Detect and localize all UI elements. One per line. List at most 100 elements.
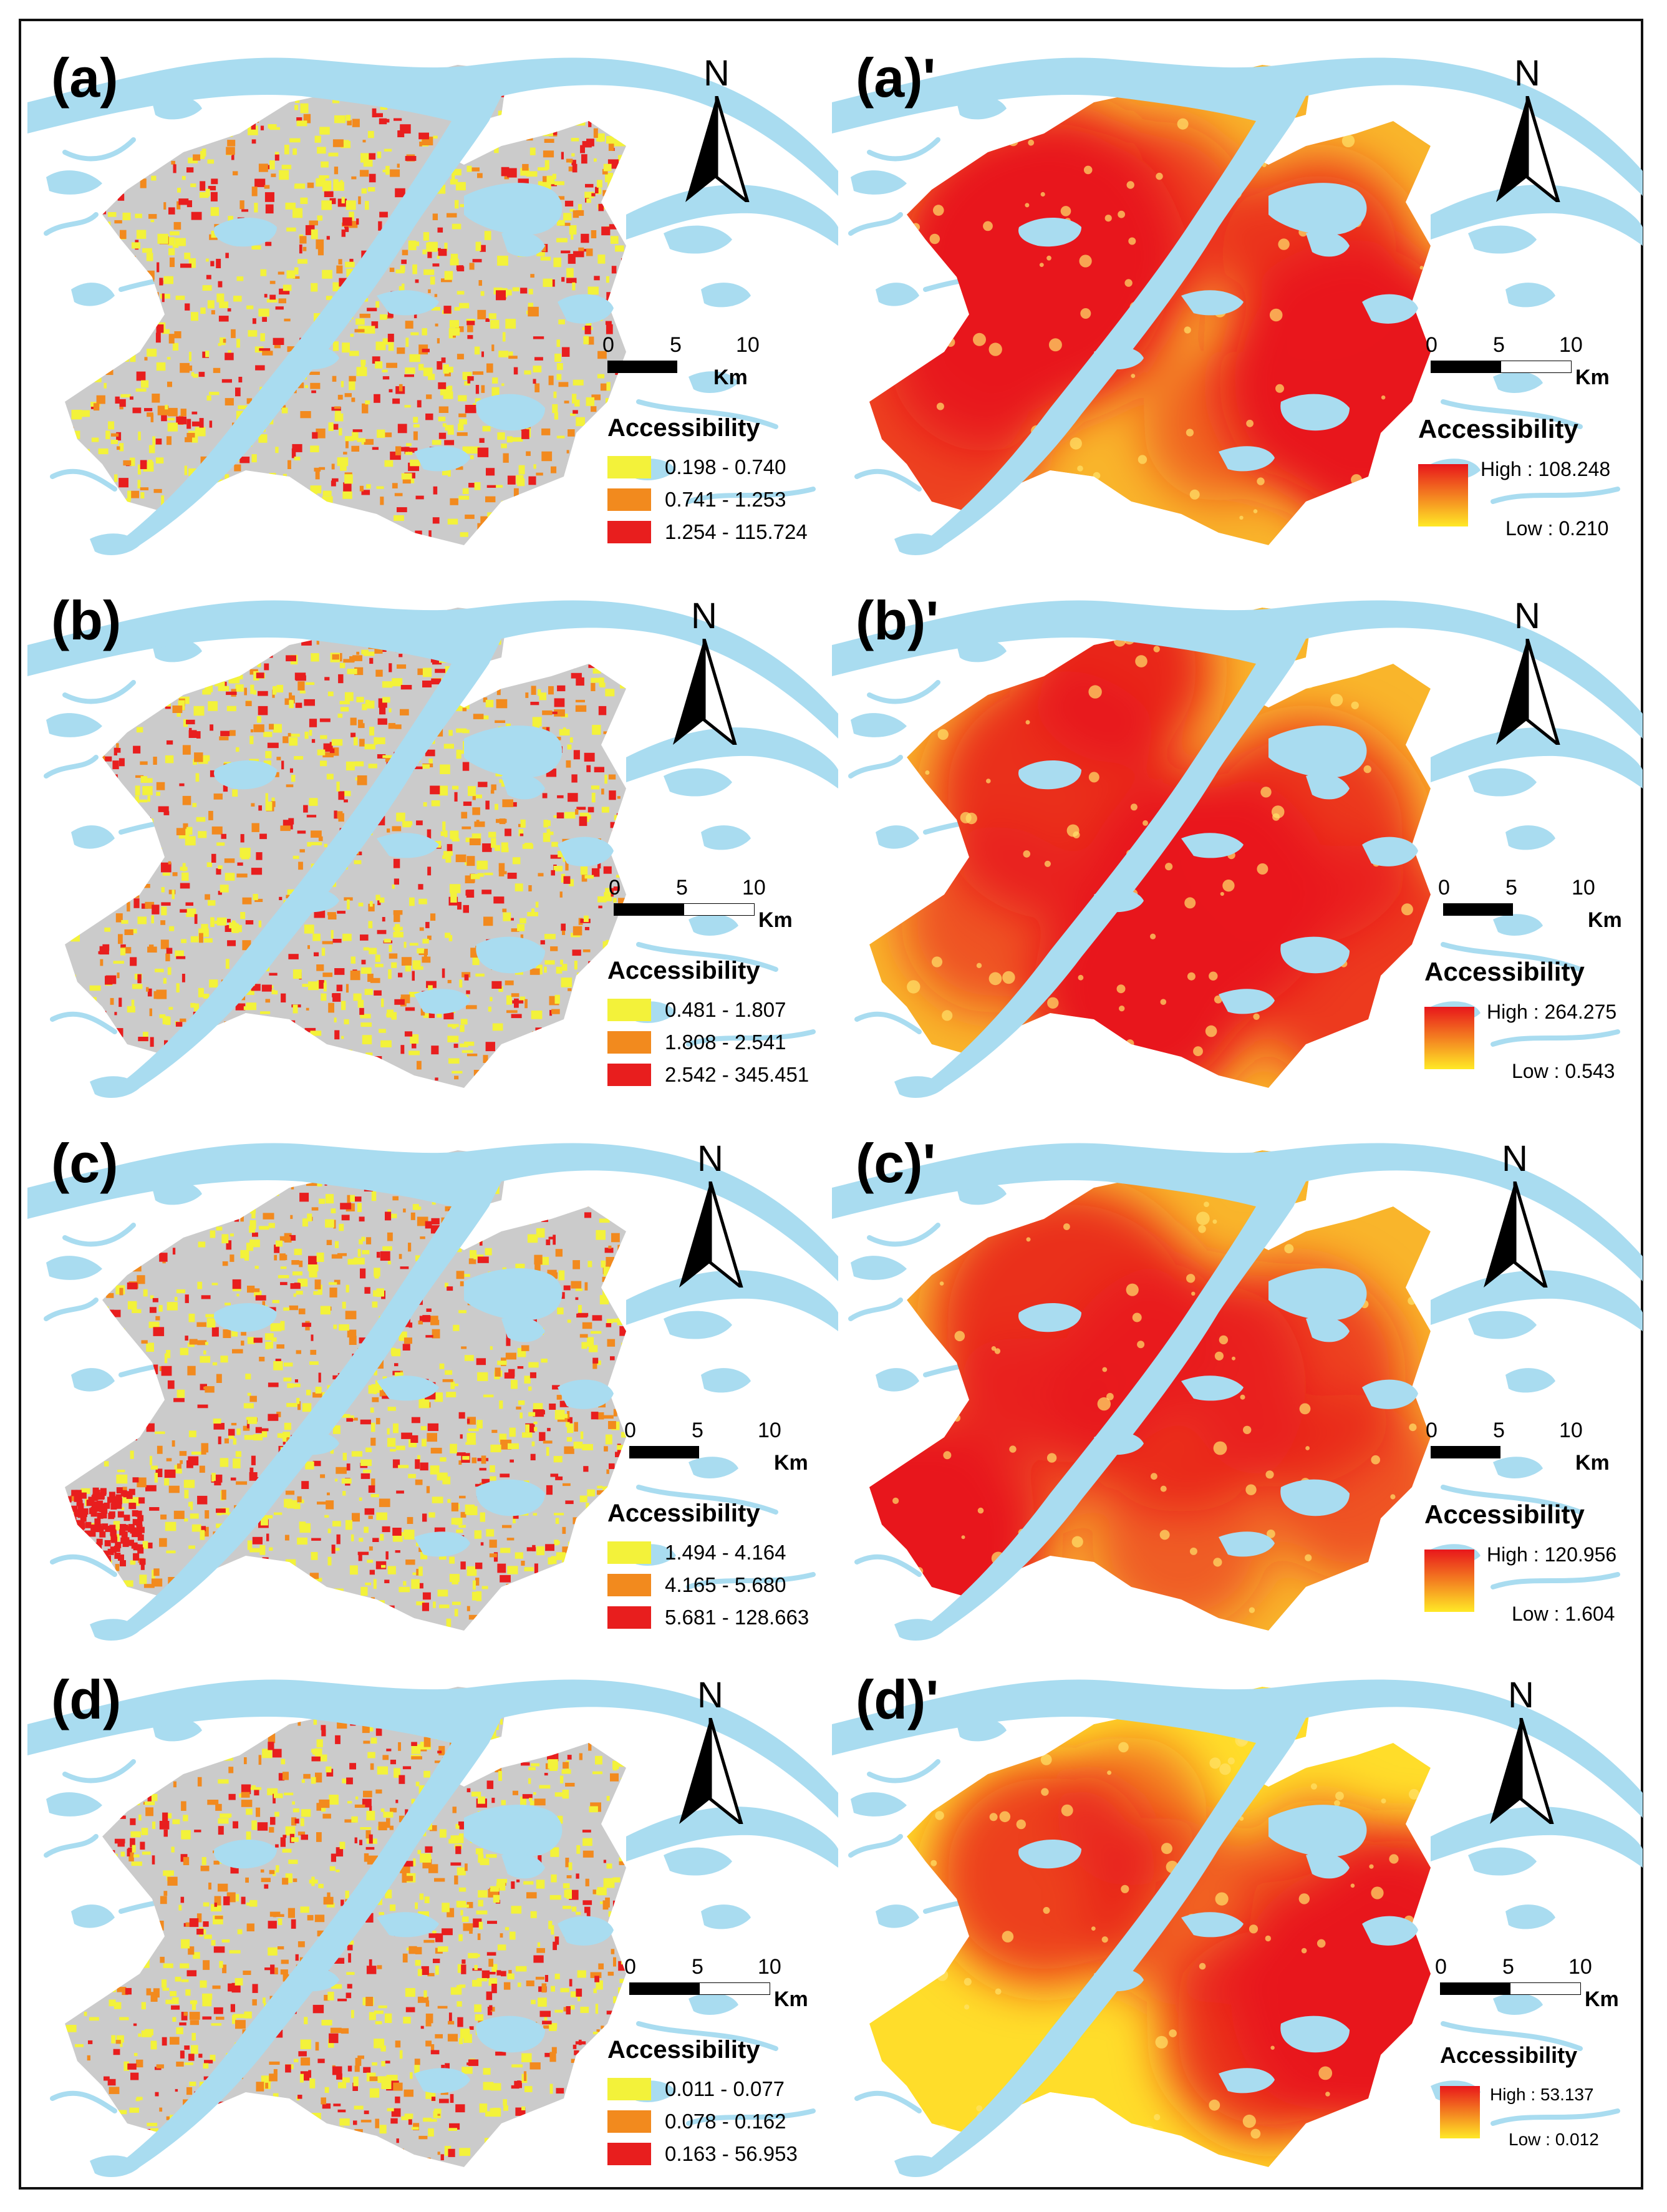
scale-tick-5: 5	[670, 333, 682, 357]
legend-row: 0.198 - 0.740	[607, 451, 819, 483]
scale-tick-0: 0	[624, 1419, 636, 1442]
stream-line	[686, 1029, 816, 1047]
stream-line	[1491, 1572, 1620, 1589]
lake-shape	[558, 1916, 614, 1946]
legend-row: 1.808 - 2.541	[607, 1026, 819, 1059]
scale-tick-0: 0	[624, 1955, 636, 1979]
lake-shape	[664, 768, 732, 797]
lake-shape	[1018, 218, 1081, 247]
legend-row: 1.254 - 115.724	[607, 516, 819, 548]
north-arrow: N	[1487, 52, 1568, 208]
lake-shape	[1280, 394, 1350, 431]
river-branch	[1431, 185, 1643, 246]
yangtze-river	[27, 57, 838, 546]
stream-line	[636, 399, 778, 429]
lake-shape	[558, 837, 614, 866]
legend-high: High : 120.956	[1487, 1543, 1617, 1566]
stream-line	[867, 1223, 940, 1247]
lake-shape	[876, 825, 919, 849]
scale-bar: 0 5 10 Km	[609, 876, 813, 944]
north-letter: N	[697, 1138, 723, 1179]
lake-shape	[1181, 833, 1244, 858]
river-branch	[1431, 727, 1643, 788]
legend-low: Low : 0.210	[1505, 517, 1609, 540]
lake-shape	[501, 774, 545, 800]
lake-shape	[1268, 1805, 1367, 1857]
stream-line	[1491, 1029, 1620, 1047]
gradient-legend: Accessibility High : 264.275 Low : 0.543	[1424, 957, 1643, 1082]
lake-shape	[377, 1912, 439, 1938]
lake-shape	[464, 1805, 563, 1857]
lake-shape	[1280, 936, 1350, 974]
lake-shape	[851, 1792, 907, 1817]
scale-tick-10: 10	[1568, 1955, 1592, 1979]
scale-unit: Km	[1575, 1451, 1610, 1475]
legend-swatch-orange	[607, 2110, 651, 2133]
yangtze-river	[832, 57, 1643, 546]
legend-title: Accessibility	[1440, 2042, 1578, 2068]
lake-shape	[701, 283, 751, 308]
lake-shape	[1505, 1904, 1555, 1929]
north-arrow: N	[670, 1138, 751, 1294]
scale-tick-5: 5	[1493, 333, 1505, 357]
legend-swatch-orange	[607, 1574, 651, 1596]
stream-line	[50, 468, 117, 492]
scale-unit: Km	[1585, 1987, 1619, 2011]
scale-tick-10: 10	[758, 1955, 781, 1979]
map-canvas	[832, 1679, 1643, 2177]
legend-title: Accessibility	[1424, 1500, 1585, 1529]
map-panel-c-prime: (c)' N 0 5 10 Km Accessibility High : 12…	[832, 1113, 1643, 1656]
scale-unit: Km	[1588, 908, 1622, 932]
scale-tick-5: 5	[1502, 1955, 1514, 1979]
legend-title: Accessibility	[1424, 957, 1585, 986]
lake-shape	[1306, 231, 1350, 257]
scale-unit: Km	[758, 908, 793, 932]
legend-row: 0.741 - 1.253	[607, 483, 819, 516]
scale-bar: 0 5 10 Km	[1426, 333, 1630, 402]
lake-shape	[701, 1368, 751, 1393]
legend-range: 0.078 - 0.162	[665, 2110, 786, 2133]
gradient-legend: Accessibility High : 53.137 Low : 0.012	[1440, 2042, 1643, 2149]
lake-shape	[1219, 2068, 1275, 2093]
lake-shape	[558, 1379, 614, 1409]
legend-range: 4.165 - 5.680	[665, 1573, 786, 1596]
legend-range: 1.808 - 2.541	[665, 1031, 786, 1054]
lake-shape	[1268, 1268, 1367, 1321]
legend-swatch-yellow	[607, 456, 651, 478]
stream-line	[1491, 2108, 1620, 2126]
legend-low: Low : 0.543	[1512, 1060, 1615, 1082]
map-canvas	[832, 57, 1643, 555]
legend-swatch-red	[607, 1606, 651, 1629]
stream-line	[848, 1298, 903, 1321]
scale-bar: 0 5 10 Km	[1438, 876, 1643, 944]
scale-tick-5: 5	[692, 1419, 703, 1442]
lake-shape	[501, 1316, 545, 1342]
legend-range: 0.011 - 0.077	[665, 2077, 785, 2100]
north-letter: N	[1514, 596, 1540, 636]
stream-line	[854, 1554, 922, 1577]
legend-range: 1.254 - 115.724	[665, 520, 808, 543]
gradient-swatch	[1440, 2086, 1480, 2138]
stream-line	[44, 1834, 99, 1858]
yangtze-river	[27, 1679, 838, 2167]
lake-shape	[1219, 446, 1275, 472]
lake-shape	[1219, 989, 1275, 1014]
north-letter: N	[697, 1675, 723, 1715]
lake-shape	[377, 1375, 439, 1401]
lake-shape	[414, 2068, 470, 2093]
legend-high: High : 264.275	[1487, 1001, 1617, 1023]
legend-low: Low : 1.604	[1512, 1603, 1615, 1625]
stream-line	[686, 487, 816, 504]
lake-shape	[664, 1311, 732, 1339]
stream-line	[44, 212, 99, 236]
legend-row: 5.681 - 128.663	[607, 1601, 819, 1634]
panel-label: (c)	[51, 1132, 118, 1194]
lake-shape	[1468, 1311, 1537, 1339]
scale-bar: 0 5 10 Km	[1435, 1955, 1640, 2024]
stream-line	[1441, 399, 1583, 429]
lake-shape	[1493, 1457, 1543, 1478]
lake-shape	[1181, 1375, 1244, 1401]
lake-shape	[1306, 774, 1350, 800]
lake-shape	[1018, 1303, 1081, 1332]
map-panel-a-prime: (a)' N 0 5 10 Km Accessibility High : 10…	[832, 27, 1643, 570]
